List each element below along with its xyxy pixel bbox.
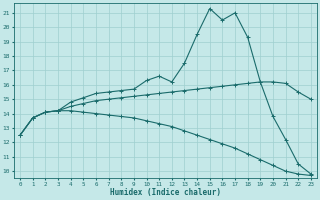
X-axis label: Humidex (Indice chaleur): Humidex (Indice chaleur) [110,188,221,197]
